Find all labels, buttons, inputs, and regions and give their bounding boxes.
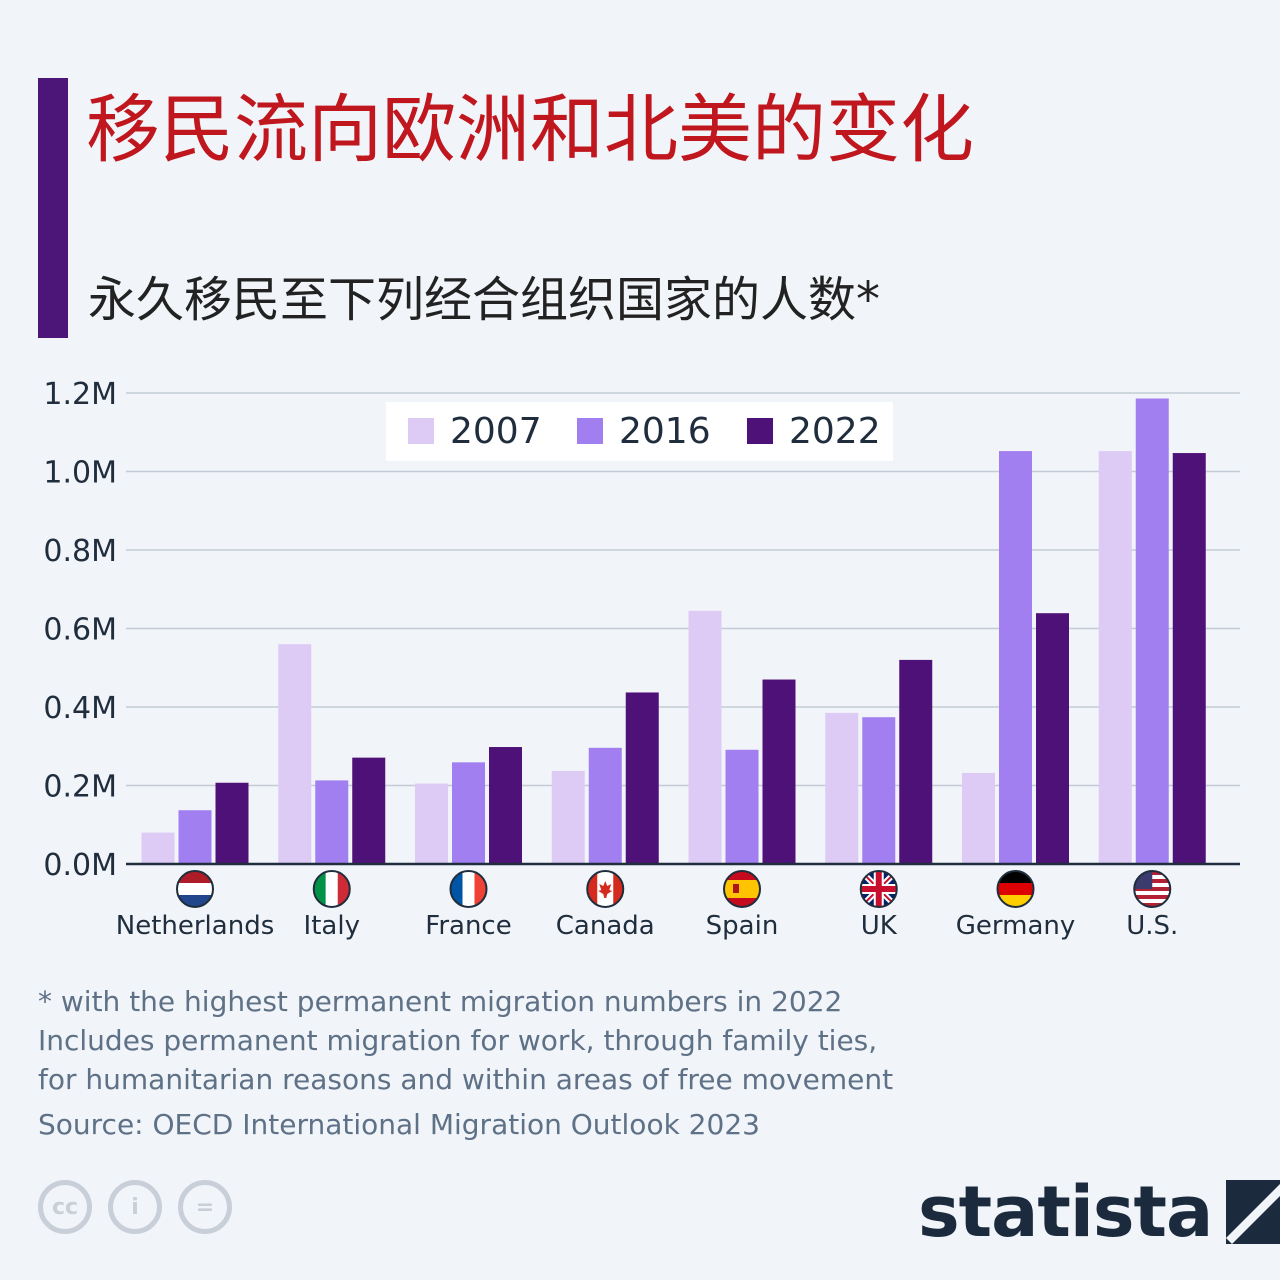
- bar: [141, 832, 175, 864]
- x-tick-label: Canada: [556, 911, 655, 941]
- bar: [725, 749, 759, 864]
- x-tick-label: Netherlands: [116, 911, 275, 941]
- bar: [825, 712, 859, 864]
- flag-outline: [723, 870, 761, 908]
- bar: [625, 692, 659, 864]
- flag-outline: [996, 870, 1035, 908]
- x-tick-label: Italy: [304, 911, 360, 941]
- canada-flag-icon: [587, 871, 624, 907]
- flag-outline: [1133, 870, 1172, 908]
- bar: [415, 783, 448, 864]
- bar: [1135, 398, 1169, 864]
- country-flags: [176, 870, 1172, 908]
- bars: [141, 398, 1206, 864]
- bar-chart: 0.0M 0.2M 0.4M 0.6M 0.8M 1.0M 1.2M Netherlands…: [43, 377, 1240, 941]
- bar: [215, 782, 249, 864]
- bar: [862, 717, 896, 864]
- y-axis-ticks: 0.0M 0.2M 0.4M 0.6M 0.8M 1.0M 1.2M: [43, 377, 117, 883]
- bar: [1036, 613, 1069, 864]
- uk-flag-icon: [860, 871, 897, 907]
- chart-title: 移民流向欧洲和北美的变化: [86, 87, 974, 173]
- x-tick-label: U.S.: [1126, 911, 1178, 941]
- bar: [962, 772, 995, 864]
- legend-swatch: [408, 418, 434, 444]
- footnote-line-3: for humanitarian reasons and within area…: [38, 1063, 894, 1096]
- bar: [588, 747, 622, 864]
- bar: [1098, 451, 1132, 864]
- legend-label: 2022: [789, 411, 881, 452]
- bar: [1172, 453, 1206, 864]
- bar: [278, 644, 312, 864]
- y-tick-label: 0.2M: [43, 770, 117, 805]
- statista-logo-icon: [1226, 1180, 1280, 1244]
- statista-logo[interactable]: statista: [918, 1172, 1280, 1252]
- bar: [688, 610, 722, 864]
- y-tick-label: 0.8M: [43, 534, 117, 569]
- bar: [315, 780, 349, 864]
- bar: [352, 757, 386, 864]
- flag-outline: [859, 870, 898, 908]
- y-tick-label: 1.2M: [43, 377, 117, 412]
- legend-swatch: [577, 418, 603, 444]
- y-tick-label: 0.0M: [43, 848, 117, 883]
- bar: [489, 747, 522, 864]
- accent-bar: [38, 78, 68, 338]
- license-icons: cc i =: [38, 1180, 232, 1234]
- legend-label: 2016: [619, 411, 711, 452]
- bar: [551, 770, 585, 864]
- flag-outline: [586, 870, 625, 908]
- bar: [452, 762, 485, 864]
- x-tick-label: France: [425, 911, 511, 941]
- y-tick-label: 0.4M: [43, 691, 117, 726]
- legend: 2007 2016 2022: [386, 402, 893, 461]
- y-tick-label: 0.6M: [43, 613, 117, 648]
- statista-logo-text: statista: [918, 1171, 1213, 1253]
- cc-icon[interactable]: cc: [38, 1180, 92, 1234]
- bar: [999, 451, 1032, 864]
- x-tick-label: Spain: [706, 911, 779, 941]
- flag-outline: [176, 870, 214, 908]
- attribution-icon[interactable]: i: [108, 1180, 162, 1234]
- spain-flag-icon: [724, 871, 760, 907]
- legend-label: 2007: [450, 411, 542, 452]
- legend-box: [386, 402, 893, 461]
- chart-subtitle: 永久移民至下列经合组织国家的人数*: [88, 272, 881, 328]
- y-tick-label: 1.0M: [43, 456, 117, 491]
- x-tick-label: UK: [861, 911, 898, 941]
- bar: [762, 679, 796, 864]
- no-derivatives-icon[interactable]: =: [178, 1180, 232, 1234]
- flag-outline: [312, 870, 351, 908]
- flag-outline: [449, 870, 488, 908]
- footnotes: * with the highest permanent migration n…: [38, 982, 893, 1144]
- source-note: Source: OECD International Migration Out…: [38, 1108, 760, 1141]
- footnote-line-2: Includes permanent migration for work, t…: [38, 1024, 878, 1057]
- bar: [178, 810, 212, 864]
- bar: [899, 659, 933, 864]
- x-tick-label: Germany: [956, 911, 1076, 941]
- footnote-line-1: * with the highest permanent migration n…: [38, 985, 843, 1018]
- legend-swatch: [747, 418, 773, 444]
- x-axis-labels: Netherlands Italy France Canada Spain UK Germa…: [116, 911, 1179, 941]
